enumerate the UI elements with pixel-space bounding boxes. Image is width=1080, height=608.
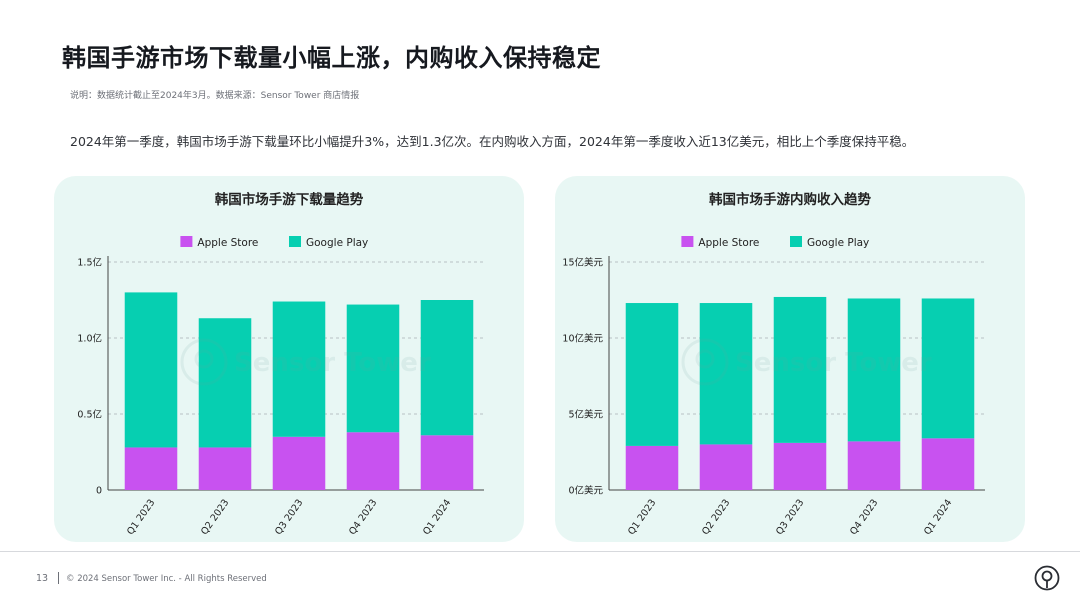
- bar-google-play: [773, 296, 827, 443]
- x-tick-label: Q1 2023: [626, 497, 658, 537]
- legend-swatch-google-play: [289, 236, 301, 247]
- summary-text: 2024年第一季度，韩国市场手游下载量环比小幅提升3%，达到1.3亿次。在内购收…: [70, 134, 915, 149]
- bar-google-play: [272, 301, 326, 437]
- footer-separator: [58, 572, 59, 584]
- bar-google-play: [847, 298, 901, 442]
- bar-apple-store: [921, 438, 975, 490]
- revenue-chart-panel: 韩国市场手游内购收入趋势 Apple Store Google Play 0亿美元 5亿…: [555, 176, 1025, 542]
- bar-google-play: [198, 318, 252, 448]
- bar-google-play: [921, 298, 975, 439]
- bar-apple-store: [346, 432, 400, 490]
- bar-google-play: [625, 303, 679, 446]
- watermark-text: Sensor Tower: [234, 348, 431, 378]
- y-tick-label: 15亿美元: [562, 257, 603, 269]
- y-tick-label: 10亿美元: [562, 333, 603, 345]
- bar-apple-store: [699, 444, 753, 490]
- bar-apple-store: [420, 435, 474, 490]
- legend-swatch-apple-store: [180, 236, 193, 247]
- watermark: Sensor Tower: [681, 338, 932, 386]
- y-tick-label: 1.5亿: [77, 257, 102, 269]
- x-tick-label: Q2 2023: [199, 497, 231, 537]
- watermark: Sensor Tower: [180, 338, 431, 386]
- page-number: 13: [36, 573, 49, 584]
- y-tick-label: 1.0亿: [77, 333, 102, 345]
- footer-divider: [0, 551, 1080, 552]
- bar-apple-store: [124, 447, 178, 490]
- legend-swatch-google-play: [790, 236, 802, 247]
- downloads-chart: 韩国市场手游下载量趋势 Apple Store Google Play 0 0.5亿 1.…: [77, 191, 484, 537]
- x-tick-label: Q3 2023: [273, 497, 305, 537]
- x-tick-label: Q3 2023: [774, 497, 806, 537]
- legend-label: Google Play: [807, 237, 869, 249]
- chart-title: 韩国市场手游下载量趋势: [215, 191, 364, 208]
- bar-google-play: [124, 292, 178, 448]
- legend-swatch-apple-store: [681, 236, 694, 247]
- y-tick-label: 0: [96, 486, 102, 497]
- x-tick-label: Q1 2023: [125, 497, 157, 537]
- y-tick-label: 0.5亿: [77, 409, 102, 421]
- x-tick-label: Q4 2023: [848, 497, 880, 537]
- chart-title: 韩国市场手游内购收入趋势: [709, 191, 871, 208]
- legend-label: Apple Store: [197, 237, 258, 249]
- bar-apple-store: [272, 436, 326, 490]
- legend-label: Google Play: [306, 237, 368, 249]
- watermark-text: Sensor Tower: [735, 348, 932, 378]
- bar-google-play: [420, 300, 474, 436]
- bar-google-play: [699, 303, 753, 445]
- bar-google-play: [346, 304, 400, 433]
- copyright-text: © 2024 Sensor Tower Inc. - All Rights Re…: [66, 574, 267, 584]
- sensor-tower-logo-icon: [1034, 565, 1060, 591]
- y-tick-label: 0亿美元: [568, 485, 603, 497]
- source-note: 说明：数据统计截止至2024年3月。数据来源：Sensor Tower 商店情报: [70, 91, 360, 101]
- x-tick-label: Q1 2024: [922, 497, 954, 537]
- page-title: 韩国手游市场下载量小幅上涨，内购收入保持稳定: [62, 44, 601, 72]
- bar-apple-store: [198, 447, 252, 490]
- y-tick-label: 5亿美元: [568, 409, 603, 421]
- x-tick-label: Q1 2024: [421, 497, 453, 537]
- bar-apple-store: [625, 445, 679, 490]
- legend-label: Apple Store: [698, 237, 759, 249]
- x-tick-label: Q4 2023: [347, 497, 379, 537]
- bar-apple-store: [847, 441, 901, 490]
- revenue-chart: 韩国市场手游内购收入趋势 Apple Store Google Play 0亿美元 5亿…: [562, 191, 985, 537]
- downloads-chart-panel: 韩国市场手游下载量趋势 Apple Store Google Play 0 0.5亿 1.…: [54, 176, 524, 542]
- bar-apple-store: [773, 442, 827, 490]
- x-tick-label: Q2 2023: [700, 497, 732, 537]
